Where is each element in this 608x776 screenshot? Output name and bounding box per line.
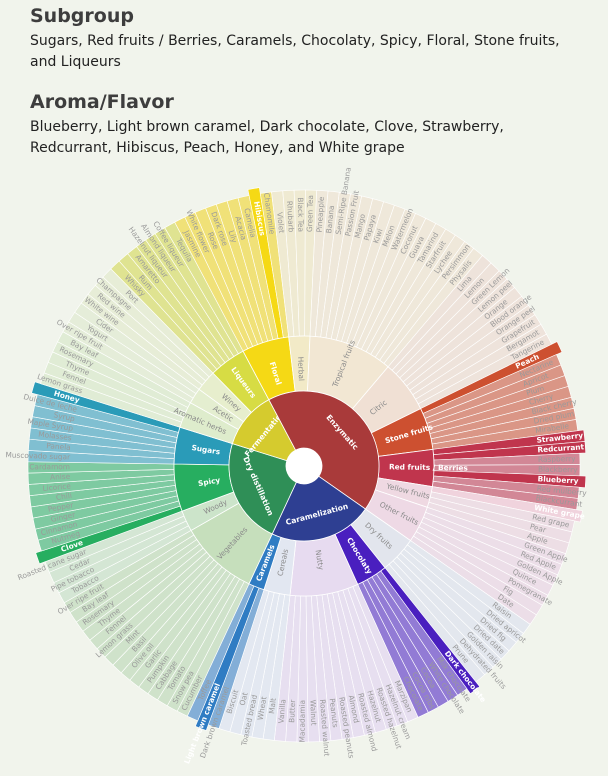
flavor-label-anise: Anise [50, 472, 71, 482]
subgroup-label-spicy: Spicy [197, 475, 221, 488]
group-segment-enzymatic [268, 390, 380, 510]
subgroup-label-herbal: Herbal [296, 356, 306, 381]
flavor-label-black-tea: Black Tea [296, 197, 306, 232]
flavor-label-chili: Chili [55, 491, 72, 502]
flavor-label-banana: Banana [324, 205, 336, 234]
flavor-label-blackberry: Blackberry [538, 465, 578, 475]
flavor-label-rhubarb: Rhubarb [285, 201, 296, 233]
flavor-label-green-tea: Green Tea [305, 195, 315, 232]
flavor-label-blueberry: Blueberry [537, 474, 578, 485]
subgroup-label-nutty: Nutty [314, 549, 326, 571]
aroma-flavor-list: Blueberry, Light brown caramel, Dark cho… [30, 119, 504, 156]
subgroup-title: Subgroup [30, 5, 134, 27]
flavor-label-pineapple: Pineapple [315, 196, 326, 233]
flavor-label-peanuts: Peanuts [328, 698, 340, 728]
wheel-center [286, 448, 322, 484]
subgroup-label-red-fruits-berries: Red fruits / Berries [389, 462, 469, 472]
flavor-label-lily: Lily [227, 229, 240, 244]
flavor-label-kiwi: Kiwi [371, 228, 384, 245]
flavor-label-vanilla: Vanilla [276, 699, 287, 724]
flavor-label-violet: Violet [275, 212, 286, 234]
flavor-label-cardamom: Cardamom [29, 462, 70, 471]
subgroup-list: Sugars, Red fruits / Berries, Caramels, … [30, 33, 560, 70]
flavor-label-butter: Butter [287, 699, 297, 723]
flavor-label-muscovado-sugar: Muscovado sugar [5, 450, 71, 461]
flavor-label-redcurrant: Redcurrant [537, 442, 585, 454]
flavor-label-panela: Panela [46, 441, 71, 452]
flavor-label-licorice: Licorice [42, 481, 72, 492]
flavor-label-macadamia: Macadamia [298, 700, 307, 743]
flavor-label-oat: Oat [238, 691, 250, 706]
flavor-label-malt: Malt [267, 697, 278, 714]
flavor-label-pear: Pear [529, 522, 548, 535]
aroma-flavor-title: Aroma/Flavor [30, 91, 174, 113]
flavor-label-walnut: Walnut [308, 700, 318, 726]
flavor-label-roasted-walnut: Roasted walnut [318, 699, 331, 757]
flavor-label-raspberry: Raspberry [538, 454, 576, 464]
